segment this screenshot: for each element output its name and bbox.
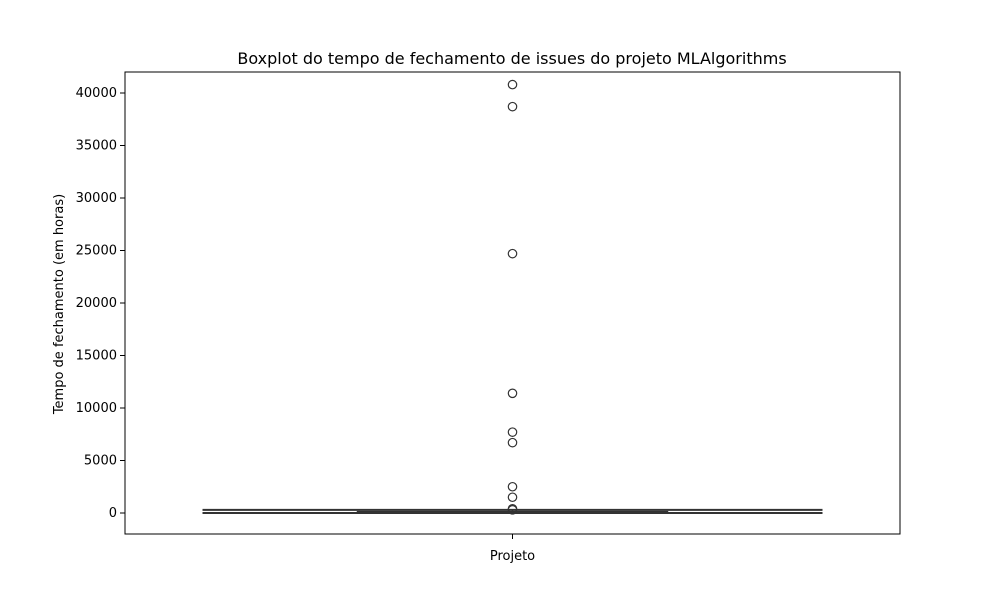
- outliers-group: [507, 79, 518, 515]
- outlier-point: [507, 481, 518, 492]
- y-tick-label: 30000: [76, 191, 117, 206]
- y-tick-label: 35000: [76, 139, 117, 154]
- y-tick-label: 40000: [76, 86, 117, 101]
- outlier-point: [507, 505, 518, 515]
- y-tick-label: 25000: [76, 244, 117, 259]
- outlier-point: [507, 101, 518, 112]
- y-tick-label: 10000: [76, 401, 117, 416]
- outlier-point: [507, 427, 518, 437]
- y-axis-label: Tempo de fechamento (em horas): [52, 194, 67, 415]
- outlier-point: [507, 388, 518, 399]
- y-tick-label: 5000: [84, 454, 117, 469]
- y-tick-label: 0: [109, 506, 117, 521]
- y-tick-label: 20000: [76, 296, 117, 311]
- y-axis-ticks: 0 5000 10000 15000 20000 25000 30000 35000 40000: [76, 86, 125, 521]
- y-tick-label: 15000: [76, 349, 117, 364]
- chart-title: Boxplot do tempo de fechamento de issues…: [237, 49, 786, 68]
- outlier-point: [507, 248, 518, 259]
- x-axis-group: Projeto: [490, 534, 535, 564]
- x-tick-label: Projeto: [490, 549, 535, 564]
- outlier-point: [507, 79, 518, 90]
- outlier-point: [507, 437, 518, 448]
- outlier-point: [507, 492, 518, 503]
